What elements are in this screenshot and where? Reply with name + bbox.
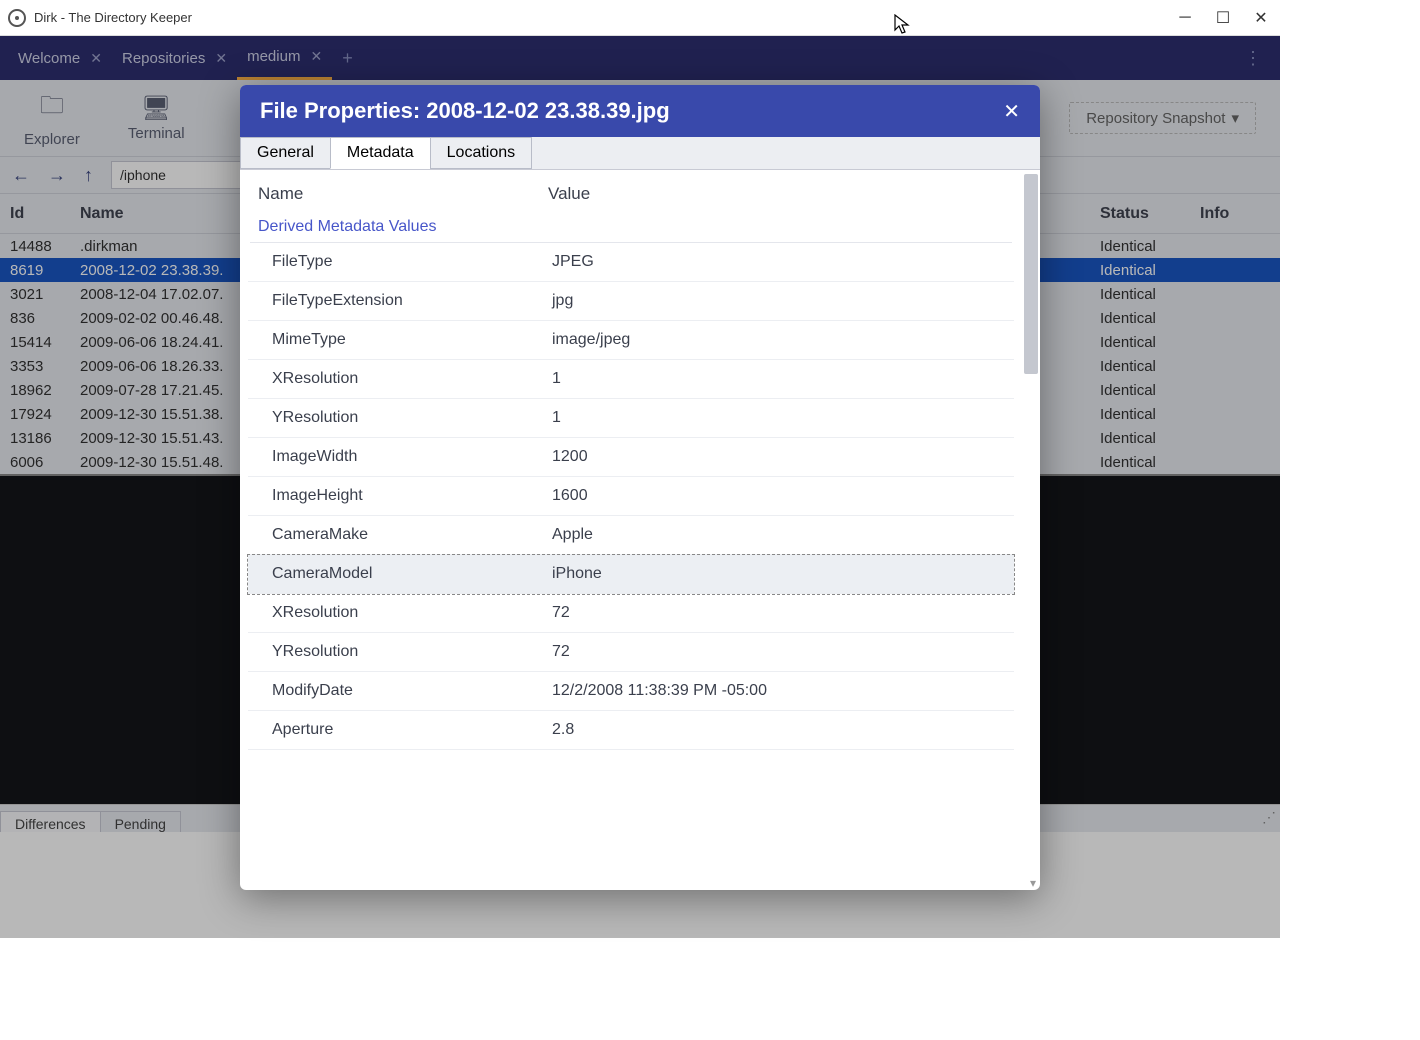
metadata-row[interactable]: YResolution1 [248,399,1014,438]
app-icon [8,9,26,27]
maximize-button[interactable]: ☐ [1216,11,1230,25]
meta-value: 12/2/2008 11:38:39 PM -05:00 [552,682,767,700]
metadata-row[interactable]: YResolution72 [248,633,1014,672]
tab-general[interactable]: General [240,137,331,169]
metadata-header: Name Value [240,170,1022,214]
metadata-rows: FileTypeJPEGFileTypeExtensionjpgMimeType… [240,243,1022,750]
meta-name: ImageWidth [272,448,552,466]
meta-value: 72 [552,604,570,622]
modal-close-button[interactable]: ✕ [1003,99,1020,124]
modal-title: File Properties: 2008-12-02 23.38.39.jpg [260,98,670,124]
modal-tabs: General Metadata Locations [240,137,1040,170]
titlebar: Dirk - The Directory Keeper ─ ☐ ✕ [0,0,1280,36]
meta-col-name: Name [258,184,548,204]
meta-name: XResolution [272,370,552,388]
meta-col-value: Value [548,184,590,204]
metadata-section-title: Derived Metadata Values [250,214,1012,243]
meta-name: FileTypeExtension [272,292,552,310]
window-title: Dirk - The Directory Keeper [34,10,1178,25]
meta-value: 2.8 [552,721,574,739]
meta-name: Aperture [272,721,552,739]
meta-name: CameraModel [272,565,552,583]
metadata-row[interactable]: ImageHeight1600 [248,477,1014,516]
meta-value: jpg [552,292,573,310]
metadata-row[interactable]: XResolution72 [248,594,1014,633]
meta-value: Apple [552,526,593,544]
meta-value: JPEG [552,253,594,271]
metadata-row[interactable]: CameraMakeApple [248,516,1014,555]
metadata-row[interactable]: ImageWidth1200 [248,438,1014,477]
meta-value: 1 [552,409,561,427]
meta-name: ModifyDate [272,682,552,700]
meta-value: 1200 [552,448,588,466]
metadata-row[interactable]: MimeTypeimage/jpeg [248,321,1014,360]
meta-name: MimeType [272,331,552,349]
meta-value: image/jpeg [552,331,630,349]
meta-name: FileType [272,253,552,271]
metadata-row[interactable]: XResolution1 [248,360,1014,399]
meta-value: iPhone [552,565,602,583]
meta-name: CameraMake [272,526,552,544]
tab-metadata[interactable]: Metadata [330,137,431,169]
modal-scroll-area[interactable]: Name Value Derived Metadata Values FileT… [240,170,1022,890]
file-properties-modal: File Properties: 2008-12-02 23.38.39.jpg… [240,85,1040,890]
scroll-down-icon[interactable]: ▾ [1030,876,1036,890]
meta-value: 1600 [552,487,588,505]
modal-body: Name Value Derived Metadata Values FileT… [240,170,1040,890]
metadata-row[interactable]: ModifyDate12/2/2008 11:38:39 PM -05:00 [248,672,1014,711]
metadata-row[interactable]: Aperture2.8 [248,711,1014,750]
metadata-row[interactable]: CameraModeliPhone [248,555,1014,594]
meta-value: 1 [552,370,561,388]
tab-locations[interactable]: Locations [430,137,533,169]
scrollbar-thumb[interactable] [1024,174,1038,374]
meta-name: ImageHeight [272,487,552,505]
metadata-row[interactable]: FileTypeJPEG [248,243,1014,282]
metadata-row[interactable]: FileTypeExtensionjpg [248,282,1014,321]
meta-value: 72 [552,643,570,661]
meta-name: XResolution [272,604,552,622]
meta-name: YResolution [272,409,552,427]
meta-name: YResolution [272,643,552,661]
close-button[interactable]: ✕ [1254,11,1268,25]
window-buttons: ─ ☐ ✕ [1178,11,1268,25]
modal-header: File Properties: 2008-12-02 23.38.39.jpg… [240,85,1040,137]
minimize-button[interactable]: ─ [1178,11,1192,25]
